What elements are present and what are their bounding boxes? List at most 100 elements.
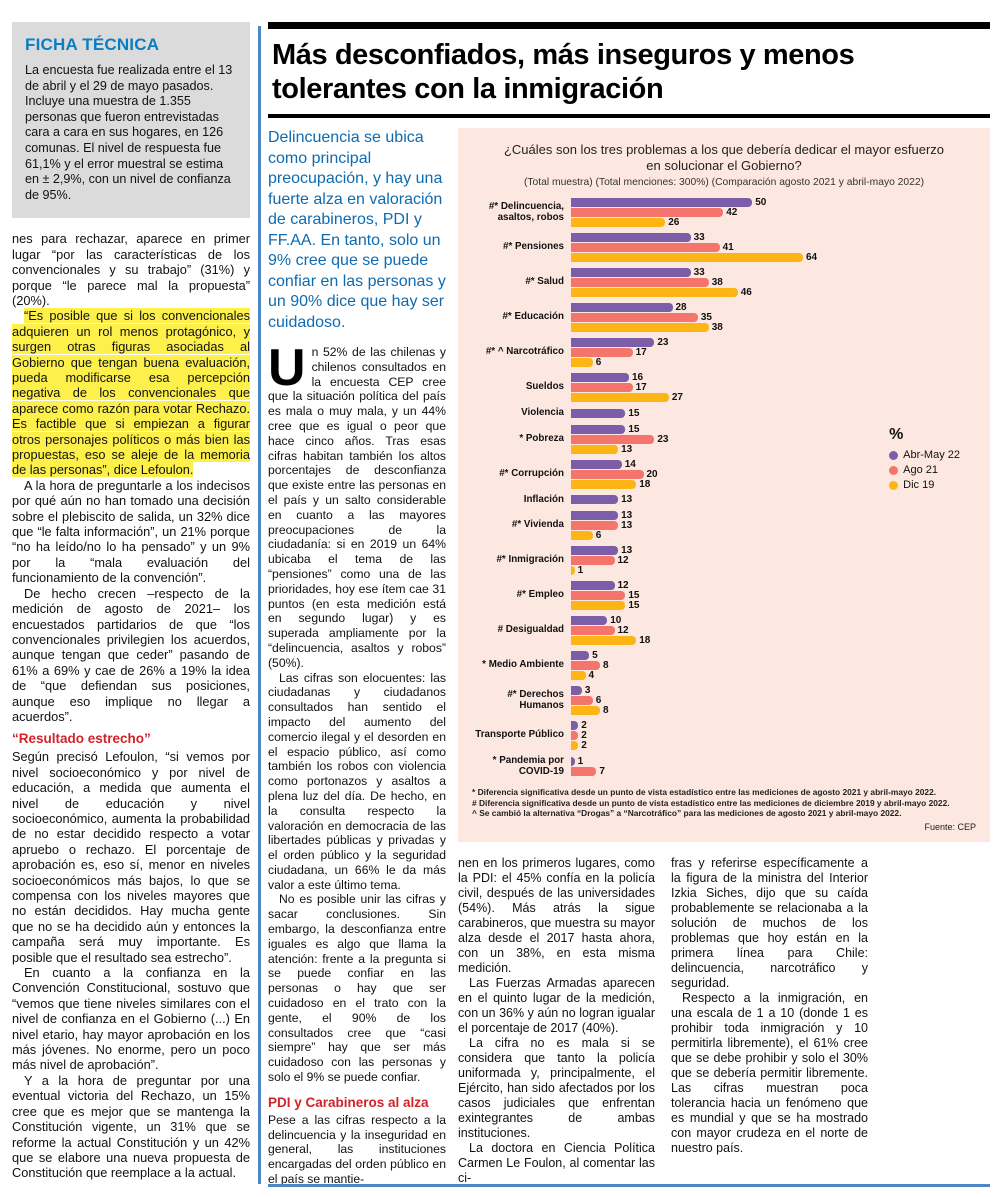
chart-rows: #* Delincuencia, asaltos, robos 50 42 26 #* … <box>472 197 976 777</box>
bar-abr-may-22 <box>571 757 575 767</box>
bar-dic-19 <box>571 601 626 611</box>
bar-value-label: 33 <box>693 267 705 278</box>
chart-category-label: #* Vivienda <box>511 519 564 531</box>
bar-ago-21 <box>571 469 644 479</box>
chart-bar-group: 16 17 27 <box>571 372 976 403</box>
bar-abr-may-22 <box>571 408 626 418</box>
ficha-tecnica-box: FICHA TÉCNICA La encuesta fue realizada … <box>12 22 250 219</box>
bar-value-label: 13 <box>621 443 633 455</box>
chart-bar-line: 6 <box>571 530 976 541</box>
bar-value-label: 33 <box>693 232 705 243</box>
bar-dic-19 <box>571 741 579 751</box>
chart-bar-line: 12 <box>571 580 976 591</box>
chart-bar-line: 18 <box>571 635 976 647</box>
chart-category-label: #* Educación <box>502 311 564 323</box>
bar-value-label: 8 <box>603 705 609 717</box>
bar-ago-21 <box>571 626 615 636</box>
chart-row: Violencia 15 <box>472 407 976 419</box>
chart-bar-line: 2 <box>571 740 976 751</box>
bar-value-label: 6 <box>595 357 602 368</box>
bar-value-label: 12 <box>617 555 629 567</box>
chart-subtitle: (Total muestra) (Total menciones: 300%) … <box>523 177 925 188</box>
chart-bar-group: 12 15 15 <box>571 580 976 611</box>
chart-bar-group: 33 38 46 <box>571 267 976 298</box>
bar-value-label: 5 <box>592 650 598 662</box>
chart-row: #* Pensiones 33 41 64 <box>472 232 976 263</box>
chart-bar-line: 3 <box>571 685 976 696</box>
chart-bar-line: 17 <box>571 347 976 358</box>
bar-value-label: 35 <box>700 312 712 323</box>
ficha-tecnica-body: La encuesta fue realizada entre el 13 de… <box>25 63 233 202</box>
bar-value-label: 17 <box>635 382 647 393</box>
paragraph: De hecho crecen –respecto de la medición… <box>12 585 250 724</box>
chart-category-label: #* ^ Narcotráfico <box>485 346 564 358</box>
main-article: Más desconfiados, más inseguros y menos … <box>268 22 990 1187</box>
bar-ago-21 <box>571 767 597 777</box>
chart-bar-group: 15 <box>571 408 976 419</box>
bar-abr-may-22 <box>571 495 619 505</box>
chart-bar-line: 4 <box>571 670 976 682</box>
legend-title: % <box>889 426 904 443</box>
footnote: ^ Se cambió la alternativa “Drogas” a “N… <box>472 808 902 819</box>
chart-row: #* Empleo 12 15 15 <box>472 580 976 611</box>
chart-bar-line: 18 <box>571 479 976 490</box>
bar-ago-21 <box>571 521 619 531</box>
chart-bar-line: 2 <box>571 720 976 731</box>
bar-abr-may-22 <box>571 459 622 469</box>
chart-bar-group: 14 20 18 <box>571 459 976 490</box>
left-column: FICHA TÉCNICA La encuesta fue realizada … <box>12 22 250 1181</box>
chart-row: Sueldos 16 17 27 <box>472 372 976 403</box>
chart-bar-line: 42 <box>571 207 976 218</box>
chart-category-label: Sueldos <box>525 381 564 393</box>
bar-ago-21 <box>571 556 615 566</box>
chart-bar-line: 10 <box>571 615 976 626</box>
chart-row: Transporte Público 2 2 2 <box>472 720 976 751</box>
legend-label: Abr-May 22 <box>903 449 960 461</box>
bar-value-label: 38 <box>711 322 723 333</box>
bar-abr-may-22 <box>571 721 579 731</box>
paragraph: En cuanto a la confianza en la Convenció… <box>12 965 250 1073</box>
bar-value-label: 18 <box>639 635 651 647</box>
chart-bar-group: 13 <box>571 494 976 505</box>
chart-bar-group: 10 12 18 <box>571 615 976 647</box>
bar-value-label: 23 <box>657 337 669 348</box>
chart-row: #* Delincuencia, asaltos, robos 50 42 26 <box>472 197 976 228</box>
article-body-column: Delincuencia se ubica como principal pre… <box>268 128 446 1187</box>
legend-label: Dic 19 <box>903 479 935 491</box>
chart-bar-line: 6 <box>571 357 976 368</box>
bar-value-label: 4 <box>588 670 595 682</box>
bar-value-label: 64 <box>806 252 818 263</box>
chart-legend: % Abr-May 22 Ago 21 Dic 19 <box>889 426 960 494</box>
chart-category-label: * Medio Ambiente <box>482 659 564 671</box>
legend-label: Ago 21 <box>903 464 939 476</box>
chart-row: * Pobreza 15 23 13 <box>472 424 976 455</box>
chart-title: ¿Cuáles son los tres problemas a los que… <box>503 142 945 173</box>
paragraph: A la hora de preguntarle a los indecisos… <box>12 477 250 586</box>
chart-bar-line: 12 <box>571 555 976 567</box>
right-area: ¿Cuáles son los tres problemas a los que… <box>458 128 990 1186</box>
bar-value-label: 46 <box>740 287 752 298</box>
chart-row: #* Salud 33 38 46 <box>472 267 976 298</box>
chart-bar-group: 13 13 6 <box>571 510 976 541</box>
chart-category-label: #* Corrupción <box>499 467 564 479</box>
bottom-column-2: fras y referirse específicamente a la fi… <box>671 856 868 1186</box>
chart-bar-line: 17 <box>571 382 976 393</box>
chart-bar-line: 64 <box>571 252 976 263</box>
bar-value-label: 13 <box>621 545 633 557</box>
bar-ago-21 <box>571 208 724 217</box>
bar-abr-may-22 <box>571 511 619 521</box>
chart-bar-line: 35 <box>571 312 976 323</box>
content-row: Delincuencia se ubica como principal pre… <box>268 128 990 1187</box>
chart-row: # Desigualdad 10 12 18 <box>472 615 976 647</box>
bar-dic-19 <box>571 636 637 646</box>
bar-dic-19 <box>571 706 600 716</box>
footnote: # Diferencia significativa desde un punt… <box>472 797 950 808</box>
chart-bar-line: 6 <box>571 695 976 706</box>
chart-bar-line: 23 <box>571 337 976 348</box>
legend-color-dot <box>889 480 899 490</box>
bar-dic-19 <box>571 218 666 227</box>
paragraph: La doctora en Ciencia Política Carmen Le… <box>458 1140 655 1185</box>
vertical-divider <box>258 26 261 1184</box>
